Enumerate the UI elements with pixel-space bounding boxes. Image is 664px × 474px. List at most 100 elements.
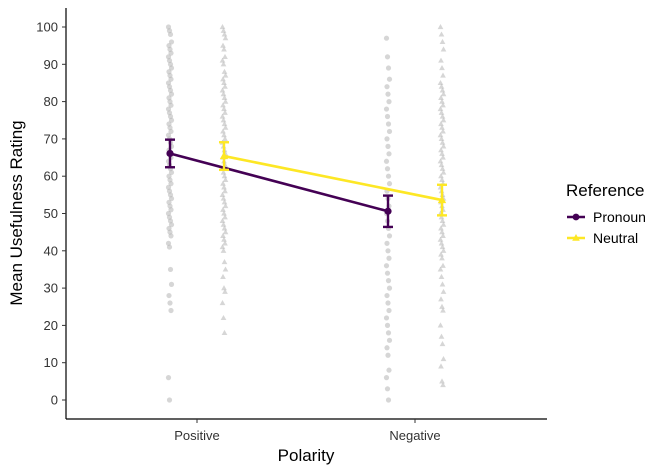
data-point bbox=[440, 117, 447, 123]
data-point bbox=[386, 181, 393, 187]
data-point bbox=[439, 378, 445, 384]
data-point bbox=[438, 273, 445, 280]
legend-key-marker bbox=[572, 213, 580, 221]
series-line-pronoun bbox=[169, 152, 389, 213]
data-point bbox=[221, 68, 228, 74]
data-point bbox=[168, 102, 174, 108]
data-point bbox=[221, 184, 227, 190]
legend-label: Neutral bbox=[593, 230, 638, 246]
data-point bbox=[222, 203, 229, 209]
data-point bbox=[168, 222, 175, 228]
y-tick-label: 90 bbox=[44, 57, 58, 72]
data-point bbox=[220, 169, 227, 175]
data-point bbox=[220, 180, 226, 186]
data-point bbox=[437, 106, 444, 112]
data-point bbox=[221, 94, 228, 100]
data-point bbox=[386, 151, 392, 157]
data-point bbox=[220, 61, 227, 67]
data-point bbox=[221, 236, 227, 242]
data-point bbox=[439, 139, 446, 145]
error-bars bbox=[165, 138, 447, 229]
data-point bbox=[220, 273, 226, 280]
data-point bbox=[383, 315, 390, 321]
data-point bbox=[220, 27, 227, 33]
y-tick-label: 100 bbox=[36, 20, 58, 35]
data-point bbox=[384, 345, 390, 351]
data-point bbox=[165, 375, 172, 381]
data-point bbox=[221, 199, 228, 205]
data-point bbox=[440, 72, 446, 78]
data-point bbox=[440, 221, 447, 227]
data-point bbox=[168, 39, 175, 45]
data-point bbox=[439, 124, 445, 130]
y-tick-label: 30 bbox=[44, 281, 58, 296]
data-point bbox=[168, 65, 175, 71]
data-point bbox=[439, 255, 445, 261]
data-point bbox=[440, 154, 446, 160]
data-point bbox=[438, 240, 445, 246]
data-point bbox=[166, 397, 173, 403]
data-point bbox=[386, 76, 393, 82]
data-point bbox=[385, 352, 391, 358]
data-point bbox=[166, 292, 172, 299]
data-point bbox=[439, 281, 446, 287]
data-point bbox=[386, 99, 392, 105]
data-point bbox=[437, 132, 444, 138]
data-point bbox=[383, 375, 390, 381]
data-point bbox=[440, 232, 446, 238]
data-point bbox=[437, 236, 444, 242]
data-point bbox=[384, 270, 391, 276]
data-point bbox=[437, 79, 444, 86]
data-point bbox=[222, 288, 228, 294]
mean-point-neutral bbox=[219, 151, 229, 160]
x-tick-label: Negative bbox=[389, 428, 440, 443]
data-point bbox=[438, 147, 444, 153]
data-point bbox=[168, 169, 175, 176]
data-point bbox=[168, 233, 174, 239]
x-ticks: Positive Negative bbox=[174, 419, 441, 443]
data-point bbox=[383, 35, 390, 41]
data-point bbox=[219, 217, 226, 224]
data-point bbox=[439, 98, 445, 104]
data-point bbox=[385, 278, 392, 284]
data-point bbox=[222, 240, 228, 246]
data-point bbox=[438, 162, 445, 168]
data-point bbox=[384, 84, 390, 90]
data-point bbox=[167, 300, 173, 306]
y-tick-label: 0 bbox=[51, 393, 58, 408]
data-point bbox=[220, 128, 226, 134]
data-point bbox=[440, 288, 447, 294]
data-point bbox=[221, 46, 227, 52]
data-point bbox=[439, 341, 446, 347]
data-point bbox=[439, 150, 445, 156]
data-point bbox=[437, 158, 444, 164]
data-point bbox=[386, 285, 393, 291]
data-point bbox=[383, 106, 390, 112]
data-point bbox=[439, 165, 446, 171]
data-point bbox=[222, 229, 229, 235]
data-point bbox=[439, 176, 445, 183]
y-tick-label: 40 bbox=[44, 243, 58, 258]
data-point bbox=[221, 285, 227, 291]
legend-key-marker bbox=[572, 234, 580, 241]
data-point bbox=[219, 300, 226, 306]
data-point bbox=[384, 292, 390, 299]
data-point bbox=[167, 266, 174, 273]
data-point bbox=[439, 87, 446, 93]
data-point bbox=[221, 225, 228, 231]
data-point bbox=[168, 50, 174, 56]
data-point bbox=[221, 258, 228, 265]
data-point bbox=[385, 397, 392, 403]
data-point bbox=[437, 24, 444, 30]
data-point bbox=[222, 72, 229, 78]
data-point bbox=[221, 210, 227, 216]
data-point bbox=[222, 124, 229, 130]
data-point bbox=[219, 87, 226, 93]
mean-point-pronoun bbox=[384, 207, 392, 215]
data-point bbox=[167, 31, 174, 38]
data-point bbox=[219, 113, 226, 119]
data-point bbox=[439, 65, 445, 71]
data-point bbox=[220, 117, 227, 123]
data-point bbox=[384, 113, 391, 120]
data-point bbox=[385, 65, 392, 71]
